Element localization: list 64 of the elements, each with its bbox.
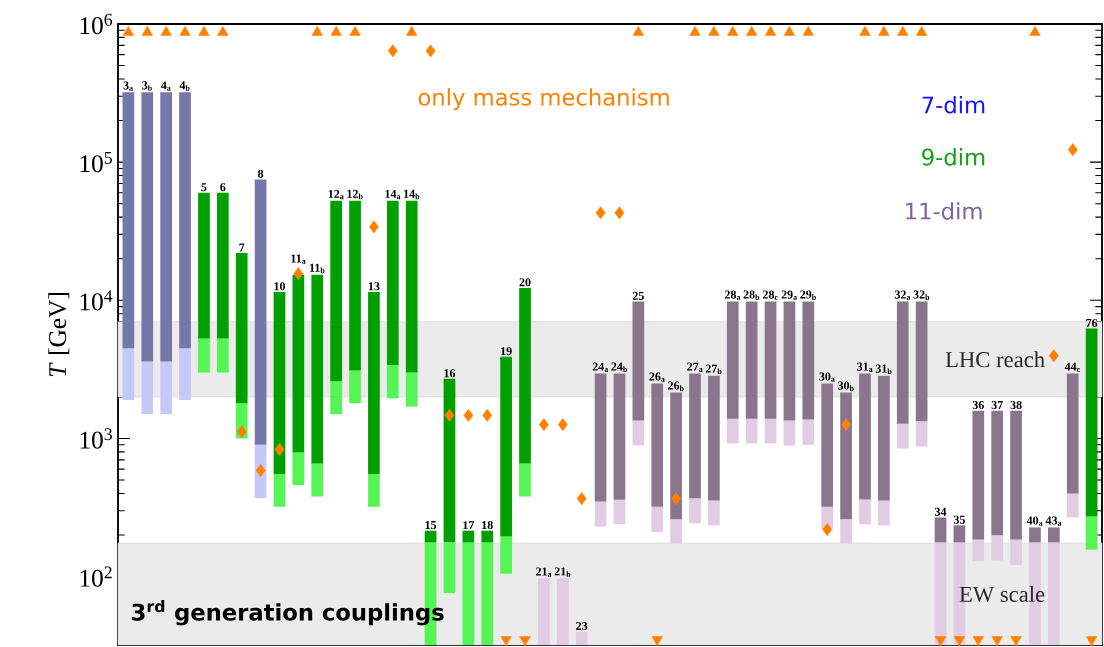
annotation: 7-dim bbox=[922, 95, 985, 114]
x-tick-label: 40$_{a}$ bbox=[1026, 516, 1043, 526]
x-tick-label: 35 bbox=[953, 515, 965, 524]
x-tick-label: 44$_{c}$ bbox=[1064, 362, 1080, 372]
band-label: LHC reach bbox=[945, 351, 1045, 368]
x-tick-label: 30$_{b}$ bbox=[837, 381, 854, 391]
x-tick-label: 36 bbox=[972, 400, 984, 410]
x-tick-label: 10 bbox=[274, 282, 286, 291]
x-tick-label: 23 bbox=[576, 621, 588, 631]
x-tick-label: 76 bbox=[1086, 318, 1098, 328]
x-tick-label: 29$_{a}$ bbox=[781, 290, 797, 300]
x-tick-label: 3$_{a}$ bbox=[123, 81, 133, 91]
x-tick-label: 19 bbox=[501, 347, 512, 356]
x-tick-label: 17 bbox=[463, 521, 475, 530]
y-tick-label: 10$^{4}$ bbox=[80, 290, 113, 311]
x-tick-label: 32$_{a}$ bbox=[894, 290, 911, 300]
x-tick-label: 31$_{a}$ bbox=[857, 362, 873, 372]
x-tick-label: 21$_{b}$ bbox=[554, 567, 571, 577]
y-axis-title: T [GeV] bbox=[48, 293, 70, 377]
x-tick-label: 27$_{b}$ bbox=[705, 364, 722, 375]
annotation: 11-dim bbox=[906, 202, 982, 220]
y-tick-label: 10$^{2}$ bbox=[80, 566, 112, 587]
x-tick-label: 28$_{c}$ bbox=[762, 290, 778, 300]
x-tick-label: 21$_{a}$ bbox=[536, 567, 552, 577]
x-tick-label: 27$_{a}$ bbox=[687, 362, 703, 372]
y-tick-label: 10$^{3}$ bbox=[80, 428, 112, 449]
annotation: 9-dim bbox=[922, 148, 985, 166]
x-tick-label: 28$_{a}$ bbox=[724, 290, 741, 300]
series-label: only mass mechanism bbox=[418, 88, 669, 111]
x-tick-label: 4$_{b}$ bbox=[179, 81, 190, 91]
x-tick-label: 18 bbox=[482, 520, 493, 530]
x-tick-label: 7 bbox=[239, 243, 245, 252]
x-tick-label: 26$_{b}$ bbox=[668, 381, 684, 391]
x-tick-label: 24$_{b}$ bbox=[611, 362, 628, 372]
x-tick-label: 24$_{a}$ bbox=[592, 362, 609, 372]
x-tick-label: 11$_{a}$ bbox=[291, 254, 306, 264]
x-tick-label: 29$_{b}$ bbox=[800, 290, 816, 300]
x-tick-label: 4$_{a}$ bbox=[161, 81, 171, 91]
x-tick-label: 37 bbox=[991, 400, 1003, 410]
y-tick-label: 10$^{6}$ bbox=[80, 13, 113, 35]
x-tick-label: 14$_{a}$ bbox=[385, 189, 401, 200]
x-tick-label: 6 bbox=[220, 183, 226, 192]
x-tick-label: 43$_{a}$ bbox=[1045, 516, 1062, 526]
x-tick-label: 31$_{b}$ bbox=[875, 364, 892, 375]
x-tick-label: 15 bbox=[425, 521, 437, 530]
x-tick-label: 13 bbox=[368, 282, 380, 291]
x-tick-label: 5 bbox=[201, 183, 207, 192]
y-tick-label: 10$^{5}$ bbox=[80, 152, 112, 173]
x-tick-label: 28$_{b}$ bbox=[743, 290, 760, 300]
x-tick-label: 25 bbox=[632, 291, 644, 300]
x-tick-label: 8 bbox=[257, 169, 264, 178]
x-tick-label: 16 bbox=[444, 369, 456, 378]
band-label: EW scale bbox=[959, 586, 1045, 603]
x-tick-label: 32$_{b}$ bbox=[913, 290, 930, 300]
x-tick-label: 12$_{a}$ bbox=[328, 189, 344, 200]
x-tick-label: 14$_{b}$ bbox=[404, 189, 420, 200]
x-tick-label: 30$_{a}$ bbox=[819, 372, 835, 382]
x-tick-label: 20 bbox=[519, 278, 531, 287]
x-tick-label: 38 bbox=[1010, 400, 1022, 410]
x-tick-label: 34 bbox=[934, 507, 947, 516]
x-tick-label: 26$_{a}$ bbox=[649, 372, 665, 382]
x-tick-label: 3$_{b}$ bbox=[142, 81, 152, 91]
x-tick-label: 11$_{b}$ bbox=[309, 263, 325, 274]
x-tick-label: 12$_{b}$ bbox=[347, 189, 363, 200]
